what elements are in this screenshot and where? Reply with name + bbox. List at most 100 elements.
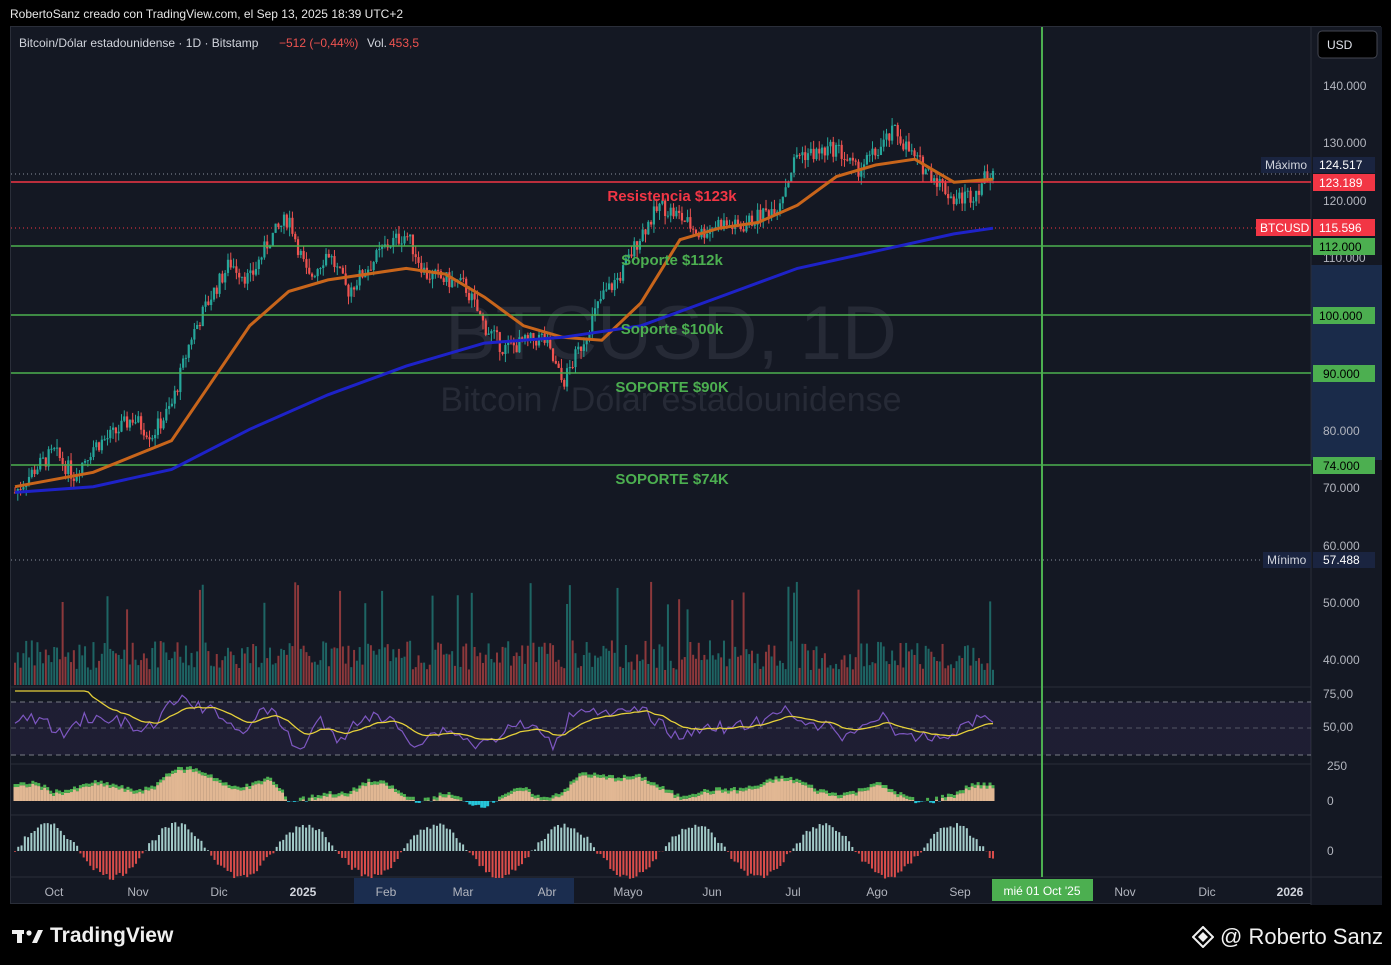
volume-bar — [902, 667, 905, 685]
momentum-bar — [90, 785, 94, 801]
momentum-edge — [129, 788, 133, 792]
candle-body — [980, 183, 983, 195]
candle-body — [689, 217, 692, 229]
oscillator-bar — [210, 851, 213, 856]
candle-body — [593, 308, 597, 316]
volume-bar — [266, 658, 269, 685]
tradingview-logo[interactable]: TradingView — [12, 924, 173, 948]
volume-bar — [274, 663, 277, 685]
oscillator-bar — [655, 851, 658, 860]
momentum-bar — [691, 796, 695, 801]
candle-body — [131, 419, 134, 423]
volume-bar — [434, 649, 437, 685]
annotation-support-112k[interactable]: Soporte $112k — [621, 252, 723, 269]
candle-body — [333, 256, 336, 268]
x-tick: Ago — [866, 885, 888, 899]
momentum-bar — [263, 781, 267, 801]
oscillator-bar — [956, 823, 959, 851]
momentum-edge — [343, 793, 347, 797]
momentum-bar — [185, 769, 189, 801]
candle-body — [260, 257, 263, 260]
volume-bar — [518, 656, 521, 685]
volume-bar — [269, 647, 272, 685]
momentum-bar — [816, 793, 820, 801]
candle-body — [39, 457, 42, 470]
oscillator-bar — [468, 851, 471, 853]
volume-bar — [120, 658, 123, 685]
currency-button[interactable] — [1317, 30, 1378, 59]
momentum-edge — [307, 797, 311, 801]
volume-bar — [916, 643, 919, 685]
candle-body — [692, 228, 695, 230]
candle-body — [61, 458, 64, 465]
annotation-support-100k[interactable]: Soporte $100k — [621, 321, 724, 338]
momentum-edge — [810, 784, 814, 788]
volume-bar — [14, 662, 16, 685]
annotation-resistance[interactable]: Resistencia $123k — [607, 188, 737, 205]
momentum-edge — [548, 797, 552, 801]
candle-body — [347, 284, 350, 297]
oscillator-bar — [691, 827, 694, 851]
volume-bar — [944, 668, 947, 685]
candle-body — [507, 342, 510, 346]
oscillator-bar — [36, 827, 39, 851]
volume-bar — [257, 667, 260, 685]
volume-bar — [812, 650, 815, 685]
momentum-bar — [84, 786, 88, 801]
momentum-bar — [703, 792, 707, 801]
candle-body — [246, 273, 249, 284]
oscillator-bar — [141, 851, 144, 854]
volume-bar — [767, 644, 770, 685]
volume-bar — [207, 651, 210, 685]
oscillator-bar — [190, 832, 193, 851]
candle-body — [437, 269, 440, 272]
oscillator-bar — [223, 851, 226, 868]
volume-bar — [75, 668, 78, 685]
momentum-bar — [857, 791, 861, 801]
chart-frame[interactable]: BTCUSD, 1D Bitcoin / Dólar estadounidens… — [10, 26, 1382, 905]
momentum-edge — [527, 788, 531, 792]
candle-body — [316, 269, 319, 277]
volume-bar — [846, 667, 849, 685]
oscillator-bar — [20, 845, 23, 851]
candle-body — [19, 489, 22, 491]
oscillator-bar — [350, 851, 353, 870]
volume-bar — [386, 644, 389, 685]
momentum-bar — [310, 797, 314, 801]
momentum-bar — [848, 794, 852, 801]
momentum-edge — [768, 778, 772, 782]
momentum-edge — [611, 775, 615, 779]
volume-bar — [770, 656, 773, 685]
annotation-support-90k[interactable]: SOPORTE $90K — [615, 379, 729, 396]
momentum-edge — [712, 790, 716, 794]
annotation-support-74k[interactable]: SOPORTE $74K — [615, 471, 729, 488]
momentum-bar — [358, 788, 362, 801]
symbol-title[interactable]: Bitcoin/Dólar estadounidense · 1D · Bits… — [19, 36, 259, 50]
chart-svg[interactable]: BTCUSD, 1D Bitcoin / Dólar estadounidens… — [11, 27, 1382, 905]
momentum-edge — [81, 784, 85, 788]
candle-body — [397, 233, 401, 244]
candle-body — [411, 234, 415, 255]
oscillator-bar — [736, 851, 739, 863]
oscillator-bar — [115, 851, 118, 875]
candle-body — [669, 207, 672, 216]
volume-bar — [165, 652, 168, 685]
oscillator-bar — [517, 851, 520, 866]
volume-bar — [473, 646, 476, 685]
candle-body — [832, 141, 835, 157]
oscillator-bar — [619, 851, 622, 877]
x-tick-year: 2025 — [290, 885, 317, 899]
candle-body — [257, 259, 260, 269]
momentum-bar — [509, 793, 513, 801]
oscillator-bar — [697, 826, 700, 851]
oscillator-bar — [311, 827, 314, 851]
currency-button-label[interactable]: USD — [1327, 38, 1353, 52]
volume-bar — [571, 640, 574, 685]
oscillator-bar — [638, 851, 641, 873]
momentum-bar — [361, 785, 365, 801]
momentum-bar — [176, 769, 180, 801]
y-tick: 70.000 — [1323, 481, 1360, 495]
momentum-bar — [661, 789, 665, 801]
candle-body — [529, 333, 532, 339]
momentum-bar — [649, 785, 653, 801]
